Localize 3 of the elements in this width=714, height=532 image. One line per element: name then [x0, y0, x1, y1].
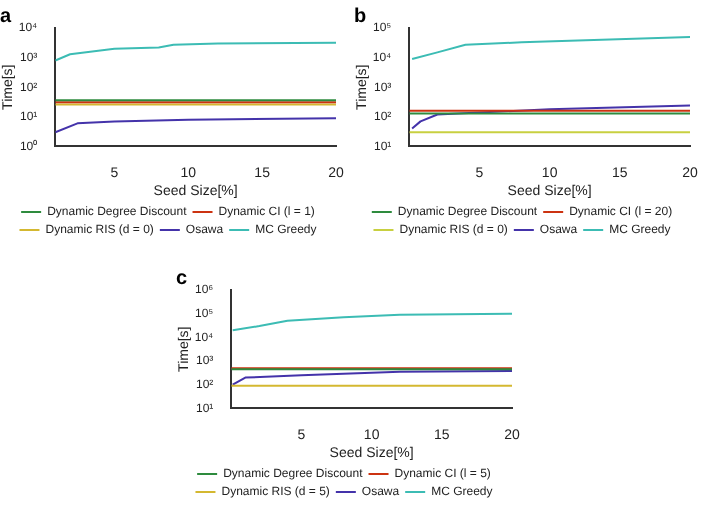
chart-title: c [176, 267, 188, 290]
chart-title: a [0, 5, 12, 28]
chart-title: b [354, 5, 367, 28]
